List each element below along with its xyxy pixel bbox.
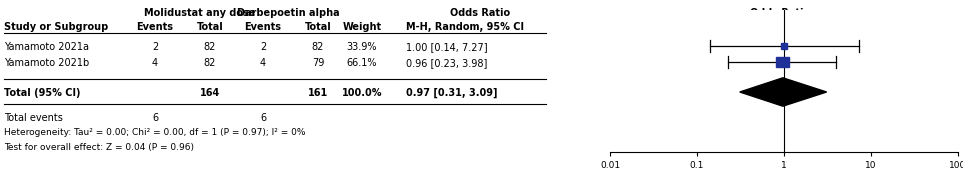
Text: 33.9%: 33.9% bbox=[347, 42, 377, 52]
Text: 6: 6 bbox=[152, 113, 158, 123]
Text: Total: Total bbox=[304, 22, 331, 32]
Text: 161: 161 bbox=[308, 88, 328, 98]
Text: Total: Total bbox=[196, 22, 223, 32]
Text: 1.00 [0.14, 7.27]: 1.00 [0.14, 7.27] bbox=[406, 42, 487, 52]
Text: 79: 79 bbox=[312, 58, 325, 68]
Text: 0.96 [0.23, 3.98]: 0.96 [0.23, 3.98] bbox=[406, 58, 487, 68]
Text: Heterogeneity: Tau² = 0.00; Chi² = 0.00, df = 1 (P = 0.97); I² = 0%: Heterogeneity: Tau² = 0.00; Chi² = 0.00,… bbox=[4, 128, 305, 137]
Polygon shape bbox=[740, 78, 826, 106]
Text: 4: 4 bbox=[152, 58, 158, 68]
Text: Molidustat any dose: Molidustat any dose bbox=[144, 8, 256, 18]
Text: 66.1%: 66.1% bbox=[347, 58, 377, 68]
Text: Yamamoto 2021b: Yamamoto 2021b bbox=[4, 58, 90, 68]
Bar bbox=[781, 43, 788, 49]
Text: Darbepoetin alpha: Darbepoetin alpha bbox=[237, 8, 339, 18]
Text: Events: Events bbox=[245, 22, 281, 32]
Text: Odds Ratio: Odds Ratio bbox=[750, 8, 810, 18]
Text: 82: 82 bbox=[312, 42, 325, 52]
Text: Yamamoto 2021a: Yamamoto 2021a bbox=[4, 42, 89, 52]
Text: Odds Ratio: Odds Ratio bbox=[450, 8, 510, 18]
Text: 6: 6 bbox=[260, 113, 266, 123]
Bar bbox=[775, 57, 790, 67]
Text: 2: 2 bbox=[260, 42, 266, 52]
Text: Total events: Total events bbox=[4, 113, 63, 123]
Text: M-H, Random, 95% CI: M-H, Random, 95% CI bbox=[721, 22, 839, 32]
Text: Events: Events bbox=[137, 22, 173, 32]
Text: Study or Subgroup: Study or Subgroup bbox=[4, 22, 108, 32]
Text: 164: 164 bbox=[200, 88, 221, 98]
Text: Total (95% CI): Total (95% CI) bbox=[4, 88, 81, 98]
Text: M-H, Random, 95% CI: M-H, Random, 95% CI bbox=[406, 22, 524, 32]
Text: 4: 4 bbox=[260, 58, 266, 68]
Text: Weight: Weight bbox=[343, 22, 381, 32]
Text: 100.0%: 100.0% bbox=[342, 88, 382, 98]
Text: 0.97 [0.31, 3.09]: 0.97 [0.31, 3.09] bbox=[406, 88, 498, 98]
Text: 2: 2 bbox=[152, 42, 158, 52]
Text: 82: 82 bbox=[204, 58, 216, 68]
Text: 82: 82 bbox=[204, 42, 216, 52]
Text: Test for overall effect: Z = 0.04 (P = 0.96): Test for overall effect: Z = 0.04 (P = 0… bbox=[4, 143, 194, 152]
